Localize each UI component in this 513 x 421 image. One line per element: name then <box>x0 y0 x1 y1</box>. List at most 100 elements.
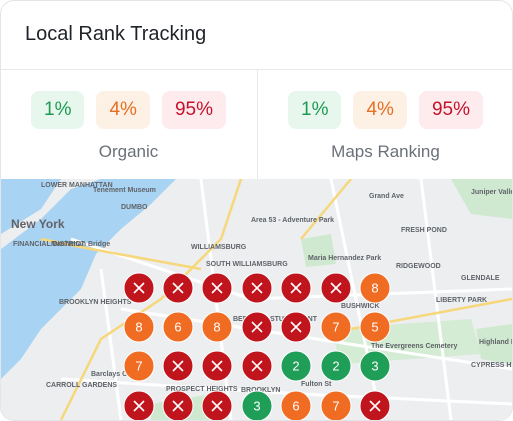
marker-dot <box>280 350 312 382</box>
rank-marker: 2 <box>280 350 312 382</box>
rank-marker: 6 <box>162 311 194 343</box>
park <box>451 179 512 219</box>
marker-dot <box>359 272 391 304</box>
map-label: WILLIAMSBURG <box>191 244 247 251</box>
panel-label: Organic <box>98 142 159 161</box>
rank-label: 8 <box>135 320 142 335</box>
unranked-icon <box>251 360 263 372</box>
rank-label: 7 <box>332 399 339 414</box>
marker-dot <box>123 311 155 343</box>
rank-marker <box>280 311 312 343</box>
marker-dot <box>162 311 194 343</box>
unranked-icon <box>172 400 184 412</box>
rank-marker: 7 <box>123 350 155 382</box>
rank-marker <box>359 390 391 420</box>
map-label: BEDFORD-STUYVESANT <box>233 316 318 323</box>
stat-pill: 4% <box>96 91 150 129</box>
map-label: Barclays Center <box>91 371 145 378</box>
map-label: The Evergreens Cemetery <box>371 343 457 350</box>
unranked-icon <box>211 400 223 412</box>
map-label: Highland Park <box>479 339 512 346</box>
stats: 1% 4% 95% <box>258 91 512 129</box>
rank-label: 7 <box>332 320 339 335</box>
unranked-icon <box>290 282 302 294</box>
unranked-icon <box>251 282 263 294</box>
rank-marker: 8 <box>359 272 391 304</box>
unranked-icon <box>172 360 184 372</box>
unranked-icon <box>172 282 184 294</box>
unranked-icon <box>133 282 145 294</box>
map-label: Tenement Museum <box>93 187 156 194</box>
rank-marker <box>280 272 312 304</box>
map-label: Area 53 - Adventure Park <box>251 217 334 224</box>
map-label: FINANCIAL DISTRICT <box>13 241 86 248</box>
stat-pill: 95% <box>418 91 483 129</box>
rank-marker <box>123 272 155 304</box>
unranked-icon <box>369 400 381 412</box>
marker-dot <box>241 390 273 420</box>
rank-marker: 8 <box>201 311 233 343</box>
rank-marker <box>162 350 194 382</box>
map-label: LIBERTY PARK <box>436 297 487 304</box>
map-label: Manhattan Bridge <box>51 241 110 248</box>
map-label: GLENDALE <box>461 275 500 282</box>
rank-marker <box>241 350 273 382</box>
map-label: FRESH POND <box>401 227 447 234</box>
rank-label: 6 <box>174 320 181 335</box>
unranked-icon <box>133 400 145 412</box>
rank-marker <box>201 272 233 304</box>
rank-label: 8 <box>213 320 220 335</box>
map-label: CYPRESS HILLS <box>471 362 512 369</box>
rank-marker: 5 <box>359 311 391 343</box>
marker-dot <box>320 350 352 382</box>
rank-marker: 7 <box>320 390 352 420</box>
marker-dot <box>320 311 352 343</box>
map-label: Juniper Valley Park <box>471 189 512 196</box>
rank-label: 2 <box>292 359 299 374</box>
rank-marker <box>162 272 194 304</box>
rank-label: 7 <box>135 359 142 374</box>
marker-dot <box>359 311 391 343</box>
rank-marker <box>241 311 273 343</box>
panel: 1% 4% 95% Organic <box>1 70 256 179</box>
rank-label: 3 <box>371 359 378 374</box>
unranked-icon <box>211 360 223 372</box>
map-label: DUMBO <box>121 204 148 211</box>
marker-dot <box>201 311 233 343</box>
rank-marker: 2 <box>320 350 352 382</box>
map-label: RIDGEWOOD <box>396 263 441 270</box>
water <box>1 179 61 234</box>
map-label: BROOKLYN <box>241 387 280 394</box>
card-title: Local Rank Tracking <box>25 23 207 45</box>
map-label: PROSPECT HEIGHTS <box>166 386 238 393</box>
unranked-icon <box>211 282 223 294</box>
rank-marker: 3 <box>359 350 391 382</box>
park <box>301 234 336 267</box>
stat-pill: 4% <box>353 91 407 129</box>
rank-marker <box>201 390 233 420</box>
map-label: Fulton St <box>301 381 332 388</box>
unranked-icon <box>251 321 263 333</box>
rank-marker: 7 <box>320 311 352 343</box>
stat-pill: 1% <box>288 91 342 129</box>
stats: 1% 4% 95% <box>1 91 256 129</box>
rank-label: 2 <box>332 359 339 374</box>
water <box>1 179 176 379</box>
stat-pill: 1% <box>31 91 85 129</box>
rank-marker <box>123 390 155 420</box>
rank-marker <box>162 390 194 420</box>
unranked-icon <box>290 321 302 333</box>
park <box>476 324 512 364</box>
rank-marker: 6 <box>280 390 312 420</box>
map-label: Grand Ave <box>369 193 404 200</box>
marker-dot <box>123 350 155 382</box>
map-label: New York <box>11 217 65 231</box>
map-label: BROOKLYN HEIGHTS <box>59 299 132 306</box>
map-label: CARROLL GARDENS <box>46 382 117 389</box>
rank-label: 6 <box>292 399 299 414</box>
rank-marker: 3 <box>241 390 273 420</box>
stat-pill: 95% <box>161 91 226 129</box>
map-label: LOWER MANHATTAN <box>41 182 113 189</box>
